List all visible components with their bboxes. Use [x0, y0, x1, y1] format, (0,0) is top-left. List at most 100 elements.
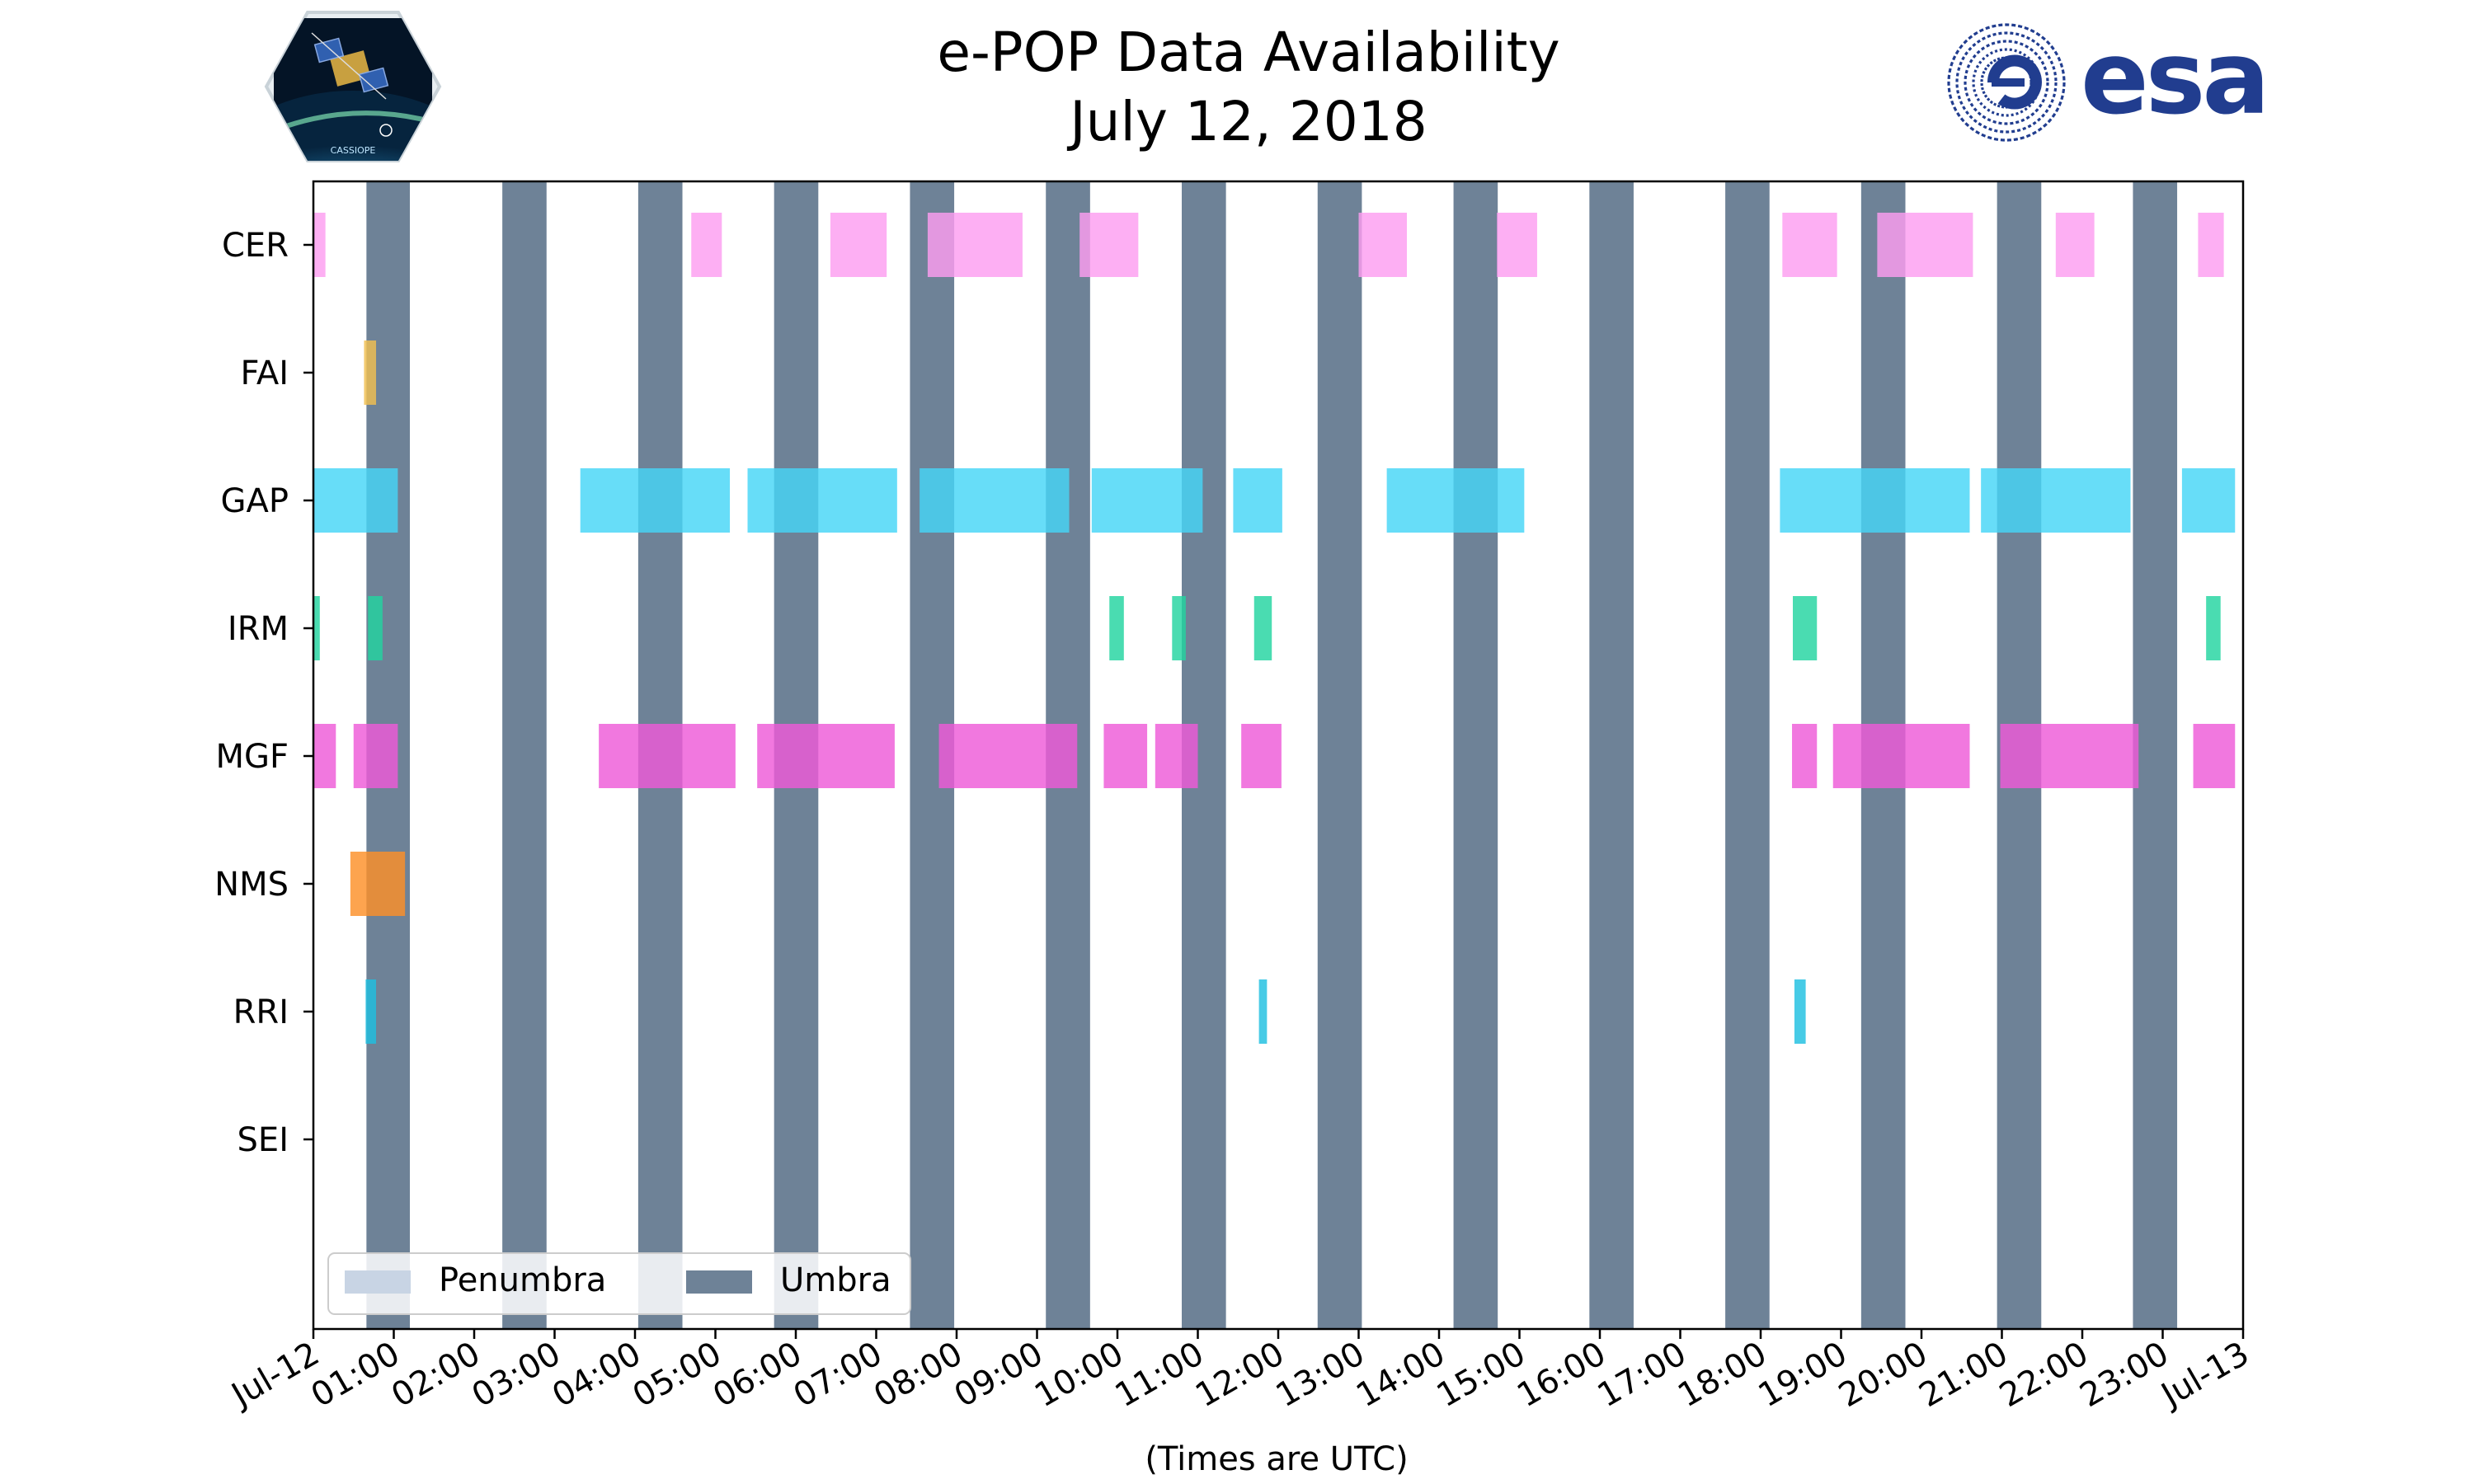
data-bar-irm	[368, 596, 383, 660]
x-tick-label: 15:00	[1431, 1335, 1532, 1415]
esa-logo: esa	[1947, 21, 2270, 142]
x-tick-label: 16:00	[1511, 1335, 1612, 1415]
x-tick-label: 01:00	[305, 1335, 407, 1415]
legend: Penumbra Umbra	[327, 1252, 911, 1315]
legend-penumbra-swatch	[345, 1270, 411, 1294]
y-axis: CER FAI GAP IRM MGF NMS RRI SEI	[214, 227, 313, 1159]
y-tick-label: MGF	[215, 738, 289, 776]
umbra-band	[2133, 181, 2178, 1329]
cassiope-mission-logo: CASSIOPE	[264, 11, 442, 162]
x-tick-label: 23:00	[2074, 1335, 2175, 1415]
x-tick-label: 13:00	[1270, 1335, 1371, 1415]
x-tick-label: Jul-12	[223, 1335, 326, 1416]
data-bar-cer	[830, 213, 887, 277]
data-bar-mgf	[1155, 724, 1198, 788]
data-bar-cer	[927, 213, 1023, 277]
data-bar-nms	[350, 852, 406, 916]
y-tick-label: RRI	[233, 993, 289, 1031]
data-bar-irm	[313, 596, 320, 660]
data-bar-mgf	[1832, 724, 1970, 788]
x-tick-label: 08:00	[868, 1335, 969, 1415]
x-tick-label: 19:00	[1752, 1335, 1854, 1415]
data-bar-mgf	[938, 724, 1078, 788]
umbra-band	[502, 181, 547, 1329]
x-axis-label: (Times are UTC)	[1145, 1440, 1408, 1478]
data-bar-gap	[1091, 468, 1203, 533]
esa-wordmark: esa	[2081, 21, 2267, 137]
x-tick-label: 11:00	[1109, 1335, 1211, 1415]
umbra-band	[1725, 181, 1770, 1329]
x-tick-label: 17:00	[1592, 1335, 1693, 1415]
data-bar-cer	[1358, 213, 1407, 277]
data-bar-fai	[364, 340, 377, 405]
x-tick-label: 20:00	[1832, 1335, 1934, 1415]
data-bar-mgf	[1792, 724, 1818, 788]
satellite-icon	[311, 32, 389, 100]
data-bar-irm	[1793, 596, 1818, 660]
data-bar-gap	[1386, 468, 1525, 533]
x-tick-label: 21:00	[1913, 1335, 2015, 1415]
data-bar-mgf	[1103, 724, 1148, 788]
data-bar-gap	[747, 468, 897, 533]
data-bar-gap	[1780, 468, 1970, 533]
umbra-band	[1589, 181, 1634, 1329]
x-axis: Jul-1201:0002:0003:0004:0005:0006:0007:0…	[223, 1329, 2255, 1416]
y-tick-label: SEI	[238, 1121, 289, 1159]
data-bar-rri	[1794, 979, 1806, 1044]
data-bar-gap	[2181, 468, 2236, 533]
x-tick-label: 03:00	[466, 1335, 567, 1415]
data-bar-gap	[920, 468, 1070, 533]
data-bar-mgf	[599, 724, 736, 788]
data-bar-gap	[1233, 468, 1282, 533]
data-bar-cer	[313, 213, 326, 277]
y-tick-label: IRM	[228, 610, 289, 648]
x-tick-label: 02:00	[385, 1335, 487, 1415]
data-bar-irm	[1109, 596, 1124, 660]
data-bar-cer	[2055, 213, 2095, 277]
data-bar-rri	[1258, 979, 1268, 1044]
data-bar-gap	[1981, 468, 2131, 533]
data-bar-gap	[313, 468, 398, 533]
data-bar-mgf	[757, 724, 895, 788]
y-tick-label: FAI	[241, 355, 289, 392]
legend-umbra-label: Umbra	[780, 1261, 891, 1299]
data-bar-mgf	[313, 724, 336, 788]
x-tick-label: 18:00	[1672, 1335, 1773, 1415]
legend-umbra-swatch	[686, 1270, 752, 1294]
umbra-layer	[366, 181, 2178, 1329]
umbra-band	[1317, 181, 1362, 1329]
umbra-band	[1453, 181, 1498, 1329]
data-bar-mgf	[2193, 724, 2236, 788]
data-bar-mgf	[1241, 724, 1282, 788]
x-tick-label: 12:00	[1189, 1335, 1291, 1415]
data-bar-irm	[1172, 596, 1186, 660]
legend-box	[327, 1252, 911, 1315]
data-bar-gap	[580, 468, 731, 533]
x-tick-label: 14:00	[1350, 1335, 1451, 1415]
plot-frame	[312, 180, 2245, 1331]
data-bars-layer	[313, 213, 2236, 1044]
chart-title: e-POP Data Availability	[937, 21, 1559, 84]
x-tick-label: 07:00	[788, 1335, 889, 1415]
data-bar-mgf	[353, 724, 398, 788]
data-bar-cer	[1782, 213, 1837, 277]
data-bar-mgf	[2000, 724, 2139, 788]
x-tick-label: 22:00	[1993, 1335, 2095, 1415]
x-tick-label: 09:00	[948, 1335, 1050, 1415]
y-tick-label: CER	[222, 227, 289, 265]
chart-subtitle: July 12, 2018	[1066, 90, 1427, 153]
x-tick-label: 05:00	[627, 1335, 728, 1415]
data-bar-irm	[2206, 596, 2221, 660]
data-bar-cer	[1877, 213, 1973, 277]
data-bar-rri	[365, 979, 377, 1044]
x-tick-label: 04:00	[546, 1335, 647, 1415]
y-tick-label: GAP	[221, 482, 289, 520]
data-bar-cer	[2198, 213, 2224, 277]
data-bar-irm	[1253, 596, 1272, 660]
mission-logo-text: CASSIOPE	[331, 145, 376, 156]
data-bar-cer	[691, 213, 722, 277]
x-tick-label: Jul-13	[2153, 1335, 2255, 1416]
x-tick-label: 10:00	[1028, 1335, 1130, 1415]
y-tick-label: NMS	[214, 866, 289, 904]
